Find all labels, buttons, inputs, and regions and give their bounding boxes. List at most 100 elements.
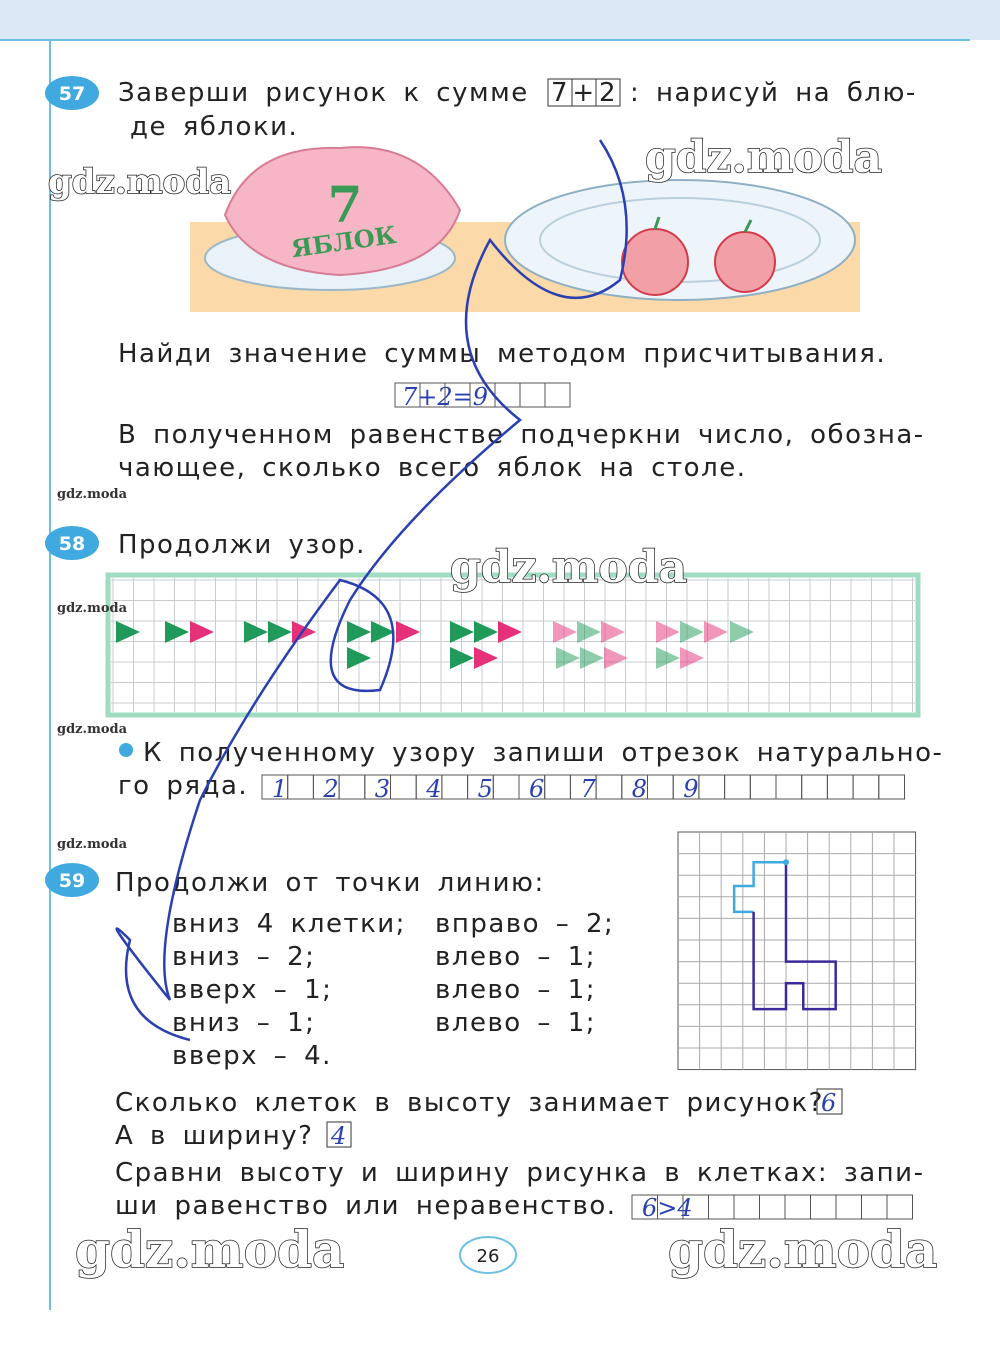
box <box>801 774 828 800</box>
drawn-apple <box>621 228 689 296</box>
task-badge <box>45 76 99 110</box>
page-badge <box>459 1236 517 1274</box>
box <box>492 774 520 800</box>
task-text: Продолжи от точки линию: <box>115 868 545 898</box>
step: вверх – 4. <box>172 1041 332 1071</box>
box <box>494 382 521 408</box>
step: влево – 1; <box>435 942 596 972</box>
box <box>519 382 546 408</box>
bullet <box>119 743 133 757</box>
box <box>816 1088 843 1115</box>
pattern-triangle <box>680 621 704 643</box>
pen-scribble <box>115 139 628 1042</box>
watermark: gdz.moda <box>668 1220 937 1279</box>
pattern-triangle <box>556 647 580 669</box>
task-number: 59 <box>59 870 85 892</box>
pattern-triangle <box>396 621 420 643</box>
pattern-grid <box>105 572 921 718</box>
box <box>749 774 777 800</box>
grid-frame <box>677 831 917 1071</box>
task-text: Заверши рисунок к сумме <box>118 78 529 108</box>
box <box>326 1121 352 1148</box>
handwritten-answer: 2 <box>322 775 338 803</box>
handwritten-answer: 4 <box>330 1122 346 1150</box>
box <box>784 1194 811 1220</box>
answer-boxes <box>631 1194 913 1220</box>
apple-stem <box>653 216 753 233</box>
pattern-triangle <box>730 621 754 643</box>
pattern-triangle <box>450 647 474 669</box>
handwritten-answer: 7 <box>580 775 596 803</box>
box <box>886 1194 913 1220</box>
pattern-triangle <box>656 621 680 643</box>
pattern-triangle <box>604 647 628 669</box>
drawing-grid <box>677 831 917 1071</box>
box <box>852 774 880 800</box>
pattern-triangle <box>371 621 395 643</box>
box <box>595 774 623 800</box>
answer-boxes: 1 2 3 4 5 6 7 8 9 <box>261 774 905 803</box>
task-text: К полученному узору запиши отрезок натур… <box>143 738 943 768</box>
pattern-triangle <box>680 647 704 669</box>
expr-part: + <box>572 78 595 108</box>
step: влево – 1; <box>435 975 596 1005</box>
pattern-triangle <box>347 647 371 669</box>
handwritten-answer: 7+2=9 <box>402 383 488 411</box>
printed-line <box>732 860 786 914</box>
pattern-triangle <box>580 647 604 669</box>
pattern-triangle <box>165 621 189 643</box>
step: вниз – 2; <box>172 942 315 972</box>
box <box>338 774 366 800</box>
box <box>826 774 854 800</box>
pattern-triangle <box>656 647 680 669</box>
box <box>544 382 571 408</box>
pattern-triangle <box>244 621 268 643</box>
pattern-triangle <box>601 621 625 643</box>
box <box>759 1194 786 1220</box>
watermark: gdz.moda <box>57 837 128 852</box>
pattern-triangle <box>347 621 371 643</box>
box <box>390 774 417 800</box>
step: вправо – 2; <box>435 909 614 939</box>
header-band <box>0 0 1000 40</box>
pattern-triangle <box>474 621 498 643</box>
drawn-line <box>752 862 837 1011</box>
task-text: В полученном равенстве подчеркни число, … <box>118 420 925 450</box>
task-text: де яблоки. <box>130 112 298 142</box>
watermark: gdz.moda <box>57 722 128 737</box>
handwritten-answer: 8 <box>632 775 647 803</box>
watermark: gdz.moda <box>48 162 231 202</box>
box <box>708 1194 735 1220</box>
task-text: Сравни высоту и ширину рисунка в клетках… <box>115 1158 924 1188</box>
watermark: gdz.moda <box>450 542 687 593</box>
box <box>544 774 571 800</box>
handwritten-answer: 1 <box>272 775 287 803</box>
handwritten-answer: 5 <box>478 775 493 803</box>
step: вниз – 1; <box>172 1008 315 1038</box>
task-text: Найди значение суммы методом присчитыван… <box>118 339 886 369</box>
box <box>733 1194 760 1220</box>
steps: вниз 4 клетки;вниз – 2;вверх – 1;вниз – … <box>172 909 614 1071</box>
pattern-triangle <box>190 621 214 643</box>
handwritten-answer: 6 <box>529 775 544 803</box>
pattern-triangle <box>474 647 498 669</box>
task-badge <box>45 863 99 897</box>
handwritten-answer: 4 <box>425 775 441 803</box>
pattern-triangle <box>498 621 522 643</box>
pattern-triangle <box>268 621 292 643</box>
box <box>810 1194 837 1220</box>
handwritten-answer: 6 <box>821 1089 836 1117</box>
handwritten-answer: 6>4 <box>642 1194 693 1222</box>
task-text: Сколько клеток в высоту занимает рисунок… <box>115 1088 824 1118</box>
pattern-triangle <box>553 621 577 643</box>
task-text: го ряда. <box>118 771 248 801</box>
box <box>724 774 751 800</box>
watermark: gdz.moda <box>57 487 128 502</box>
step: вверх – 1; <box>172 975 332 1005</box>
handwritten-answer: 9 <box>683 775 698 803</box>
pattern-triangle <box>704 621 728 643</box>
expr-part: 7 <box>551 78 569 108</box>
box <box>441 774 469 800</box>
drawn-apple <box>714 231 776 293</box>
